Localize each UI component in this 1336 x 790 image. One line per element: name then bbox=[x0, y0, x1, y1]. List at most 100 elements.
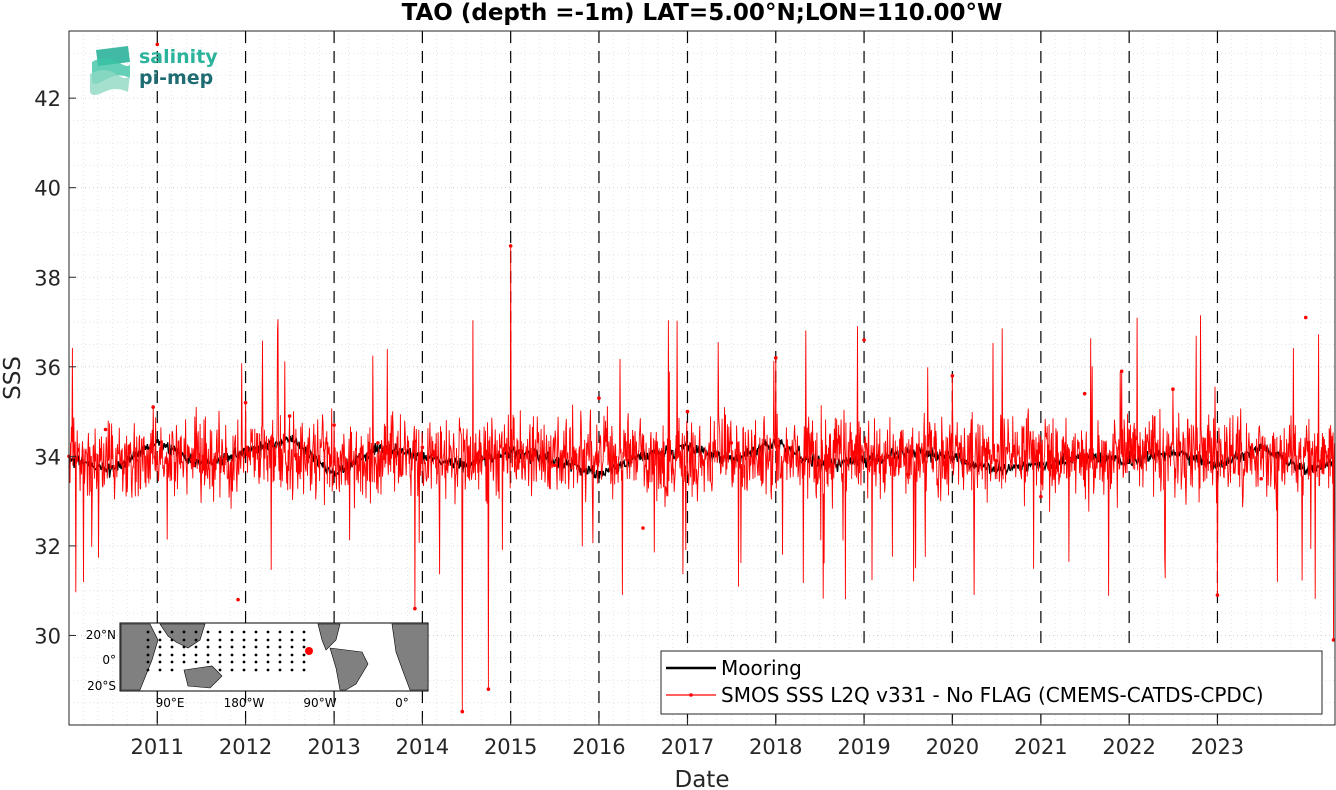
y-tick-label: 30 bbox=[34, 624, 61, 648]
buoy-dot bbox=[158, 668, 162, 672]
buoy-dot bbox=[278, 668, 282, 672]
buoy-dot bbox=[170, 630, 174, 634]
buoy-dot bbox=[254, 630, 258, 634]
buoy-dot bbox=[278, 645, 282, 649]
buoy-dot bbox=[302, 638, 306, 642]
y-tick-label: 36 bbox=[34, 356, 61, 380]
chart-title: TAO (depth =-1m) LAT=5.00°N;LON=110.00°W bbox=[402, 0, 1003, 26]
data-point bbox=[508, 244, 513, 248]
buoy-dot bbox=[146, 638, 150, 642]
buoy-dot bbox=[278, 653, 282, 657]
buoy-dot bbox=[170, 653, 174, 657]
buoy-dot bbox=[266, 668, 270, 672]
data-point bbox=[862, 338, 866, 342]
buoy-dot bbox=[170, 645, 174, 649]
buoy-dot bbox=[242, 660, 246, 664]
data-point bbox=[192, 463, 196, 468]
buoy-dot bbox=[206, 638, 210, 642]
buoy-dot bbox=[254, 660, 258, 664]
plot-frame bbox=[68, 30, 1336, 726]
plot-area bbox=[69, 31, 1335, 725]
africa-east-landmass bbox=[391, 623, 429, 691]
logo-text-line2: pi-mep bbox=[139, 67, 213, 89]
australia-landmass bbox=[183, 665, 223, 689]
x-tick-label: 2013 bbox=[307, 735, 360, 759]
buoy-dot bbox=[278, 638, 282, 642]
buoy-dot bbox=[194, 653, 198, 657]
y-tick-label: 38 bbox=[34, 266, 61, 290]
buoy-dot bbox=[206, 630, 210, 634]
buoy-dot bbox=[146, 630, 150, 634]
buoy-dot bbox=[278, 630, 282, 634]
buoy-dot bbox=[254, 638, 258, 642]
map-lat-label-equator: 0° bbox=[102, 653, 116, 667]
map-lat-label-north: 20°N bbox=[86, 628, 116, 642]
buoy-dot bbox=[290, 660, 294, 664]
x-tick-label: 2023 bbox=[1191, 735, 1244, 759]
data-point bbox=[817, 459, 822, 463]
buoy-dot bbox=[302, 653, 306, 657]
data-point bbox=[486, 687, 491, 691]
salinity-pimep-logo: salinity pi-mep bbox=[90, 46, 218, 95]
buoy-dot bbox=[290, 630, 294, 634]
buoy-dot bbox=[182, 645, 186, 649]
buoy-dot bbox=[146, 645, 150, 649]
data-point bbox=[332, 423, 336, 427]
buoy-dot bbox=[230, 630, 234, 634]
buoy-dot bbox=[266, 653, 270, 657]
series-line bbox=[68, 245, 1336, 712]
x-tick-label: 2014 bbox=[396, 735, 449, 759]
buoy-dot bbox=[182, 638, 186, 642]
buoy-dot bbox=[158, 638, 162, 642]
buoy-dot bbox=[266, 630, 270, 634]
buoy-dot bbox=[194, 645, 198, 649]
x-axis-ticks: 2011 2012 2013 2014 2015 2016 2017 2018 2019 2020… bbox=[131, 718, 1244, 759]
x-tick-label: 2015 bbox=[484, 735, 537, 759]
series-smos bbox=[67, 42, 1336, 714]
buoy-dot bbox=[170, 668, 174, 672]
buoy-dot bbox=[194, 630, 198, 634]
buoy-dot bbox=[230, 653, 234, 657]
buoy-dot bbox=[182, 660, 186, 664]
buoy-dot bbox=[242, 630, 246, 634]
buoy-dot bbox=[170, 638, 174, 642]
data-point bbox=[641, 526, 645, 530]
data-point bbox=[413, 606, 417, 611]
buoy-dot bbox=[206, 653, 210, 657]
buoy-dot bbox=[230, 645, 234, 649]
series-layer bbox=[67, 42, 1336, 714]
data-point bbox=[906, 472, 910, 477]
legend-entry-smos: SMOS SSS L2Q v331 - No FLAG (CMEMS-CATDS… bbox=[721, 683, 1264, 707]
buoy-dot bbox=[242, 668, 246, 672]
buoy-dot bbox=[302, 660, 306, 664]
y-tick-label: 34 bbox=[34, 445, 61, 469]
buoy-dot bbox=[254, 668, 258, 672]
x-tick-label: 2022 bbox=[1102, 735, 1155, 759]
buoy-dot bbox=[218, 630, 222, 634]
buoy-dot bbox=[290, 653, 294, 657]
buoy-dot bbox=[302, 668, 306, 672]
buoy-dot bbox=[290, 668, 294, 672]
buoy-dot bbox=[158, 660, 162, 664]
data-point bbox=[1171, 387, 1175, 391]
map-lat-label-south: 20°S bbox=[87, 679, 116, 693]
buoy-dot bbox=[218, 653, 222, 657]
data-point bbox=[1331, 638, 1336, 642]
map-lon-label-90e: 90°E bbox=[156, 696, 185, 710]
map-lon-label-180w: 180°W bbox=[224, 696, 265, 710]
buoy-dot bbox=[254, 645, 258, 649]
data-point bbox=[685, 409, 690, 414]
data-point bbox=[243, 400, 248, 405]
x-tick-label: 2017 bbox=[661, 735, 714, 759]
mooring-location-marker bbox=[305, 647, 313, 655]
buoy-dot bbox=[170, 660, 174, 664]
buoy-dot bbox=[266, 660, 270, 664]
buoy-dot bbox=[146, 668, 150, 672]
buoy-dot bbox=[218, 638, 222, 642]
data-point bbox=[1215, 593, 1220, 597]
y-tick-label: 32 bbox=[34, 535, 61, 559]
data-point bbox=[1259, 476, 1264, 481]
buoy-dot bbox=[146, 653, 150, 657]
buoy-dot bbox=[206, 660, 210, 664]
inset-map: 20°N 0° 20°S 90°E 180°W 90°W 0° bbox=[86, 622, 429, 710]
